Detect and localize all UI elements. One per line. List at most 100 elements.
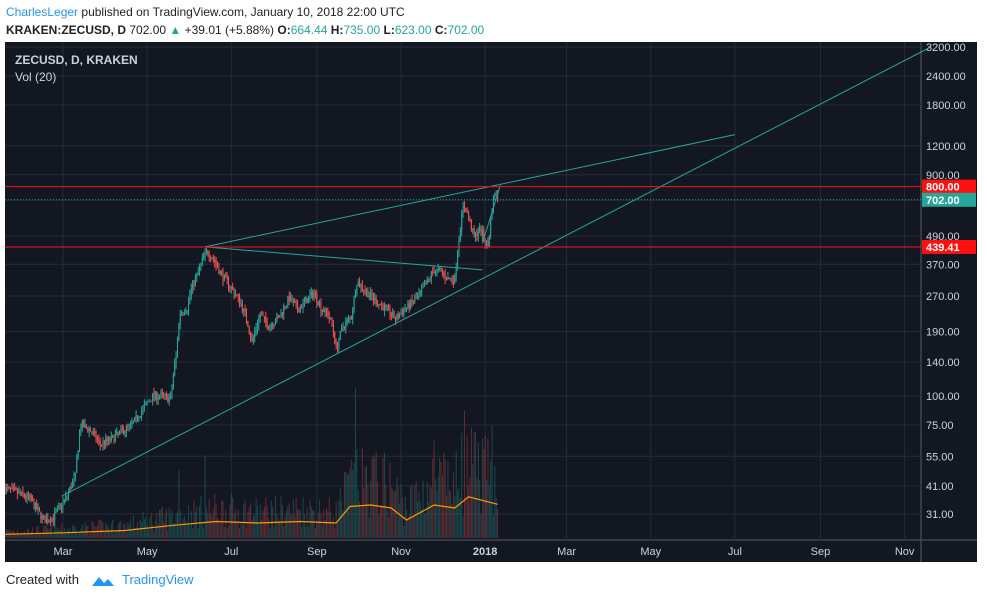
candle-body [161,393,163,395]
price-tick-label: 3200.00 [926,42,966,54]
candle-body [48,520,50,522]
volume-bar [154,521,156,538]
candle-body [101,444,103,446]
candle-body [150,400,152,402]
volume-bar [414,485,416,538]
candle-body [479,228,481,232]
candle-body [403,309,405,315]
candle-body [32,500,34,502]
volume-bar [429,484,431,538]
volume-bar [397,486,399,538]
volume-bar [430,487,432,538]
candle-body [287,296,289,306]
volume-bar [211,515,213,538]
candle-body [215,262,217,265]
price-axis-panel[interactable] [921,42,977,562]
candle-body [185,311,187,313]
candle-body [407,302,409,308]
author-link[interactable]: CharlesLeger [6,5,79,19]
candle-body [448,277,450,279]
volume-bar [481,438,483,538]
volume-bar [360,507,362,538]
candle-body [346,319,348,322]
volume-bar [225,509,227,538]
candle-body [477,231,479,236]
candle-body [337,345,339,348]
candle-body [207,251,209,254]
candle-body [234,294,236,296]
volume-bar [230,493,232,538]
volume-bar [29,532,31,538]
volume-bar [389,462,391,538]
candle-body [454,275,456,283]
candle-body [25,496,27,499]
volume-bar [388,517,390,538]
candle-body [259,314,261,319]
tradingview-link[interactable]: TradingView [122,572,194,587]
candle-body [247,321,249,327]
candle-body [299,307,301,313]
candle-body [40,511,42,520]
candle-body [244,308,246,313]
candle-body [56,507,58,511]
candle-body [200,262,202,267]
candle-body [319,303,321,306]
volume-bar [121,531,123,538]
candle-body [11,487,13,489]
volume-bar [321,525,323,538]
candle-body [326,307,328,312]
candle-body [422,286,424,288]
time-tick-label: Sep [307,546,327,558]
candle-body [343,326,345,328]
candle-body [400,312,402,315]
candle-body [324,307,326,312]
volume-bar [255,497,257,538]
volume-bar [476,478,478,538]
candle-body [414,297,416,302]
volume-bar [268,518,270,538]
candle-body [73,476,75,482]
volume-bar [372,455,374,538]
volume-bar [244,500,246,538]
candle-body [444,273,446,279]
volume-bar [247,511,249,538]
candle-body [475,233,477,237]
candle-body [37,508,39,510]
candle-body [62,501,64,508]
candle-body [66,495,68,497]
volume-bar [436,490,438,538]
volume-bar [455,451,457,538]
candle-body [487,240,489,247]
candle-body [406,307,408,310]
candle-body [486,240,488,243]
volume-bar [472,464,474,538]
volume-bar [183,515,185,538]
volume-bar [443,452,445,538]
volume-bar [277,517,279,538]
candle-body [10,487,12,489]
candle-body [223,274,225,281]
last-price-label: 702.00 [926,195,960,207]
candle-body [67,491,69,496]
candle-body [124,431,126,434]
candle-body [110,436,112,441]
last-price-badge [922,192,976,207]
candle-body [41,516,43,520]
candle-body [385,305,387,307]
volume-bar [426,482,428,538]
volume-bar [393,491,395,538]
candle-body [130,423,132,425]
price-chart[interactable]: 3200.002400.001800.001200.00900.00700.00… [5,42,977,562]
volume-bar [181,526,183,538]
volume-bar [341,501,343,538]
volume-bar [308,526,310,538]
volume-bar [261,519,263,538]
volume-bar [305,527,307,538]
candle-body [388,306,390,308]
volume-bar [163,522,165,538]
candle-body [341,327,343,332]
candle-body [426,279,428,284]
candle-body [364,290,366,292]
volume-bar [281,504,283,538]
candle-body [171,386,173,397]
